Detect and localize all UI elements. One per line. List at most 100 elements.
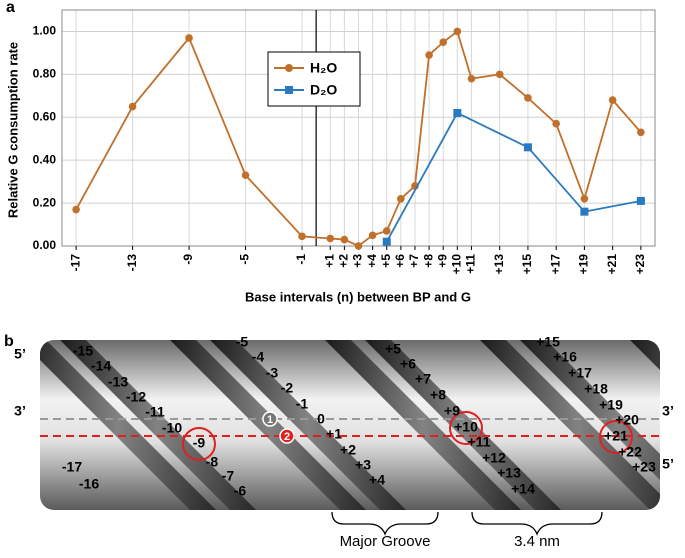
position-label: -1 (296, 396, 309, 412)
legend-label: D₂O (310, 82, 337, 98)
position-label: -12 (126, 389, 146, 405)
brace (471, 511, 603, 536)
point (467, 74, 476, 83)
strand-label: 5’ (14, 346, 26, 362)
x-tick-label: +17 (548, 254, 562, 275)
position-label: +22 (618, 444, 642, 460)
x-tick-label: -17 (68, 254, 82, 272)
position-label: -3 (266, 365, 279, 381)
position-label: +13 (497, 465, 521, 481)
point (552, 119, 560, 128)
position-label: +3 (355, 457, 371, 473)
groove-band (325, 340, 521, 510)
pitch-label: 3.4 nm (514, 533, 560, 550)
point (72, 205, 80, 214)
x-tick-label: +5 (379, 254, 393, 268)
point (453, 108, 462, 117)
position-label: +18 (584, 381, 608, 397)
x-tick-label: +1 (322, 254, 336, 268)
position-label: +9 (444, 403, 460, 419)
legend-marker (285, 86, 293, 94)
position-label: +11 (468, 434, 491, 450)
highlight-circle (182, 427, 216, 461)
point (397, 195, 405, 203)
position-label: -11 (145, 404, 165, 420)
y-axis-label: Relative G consumption rate (5, 42, 20, 218)
y-tick-label: 0.00 (33, 238, 57, 252)
point (636, 196, 645, 205)
point (580, 195, 589, 203)
highlight-circle (449, 411, 483, 445)
panel-label: b (4, 333, 14, 350)
position-label: -5 (236, 334, 249, 350)
x-axis-label: Base intervals (n) between BP and G (245, 289, 471, 304)
y-tick-label: 0.60 (33, 109, 57, 123)
position-label: 0 (317, 411, 325, 427)
position-label: -14 (91, 358, 111, 374)
brace (331, 511, 439, 536)
groove-band (365, 340, 561, 510)
point (326, 234, 335, 243)
strand-label: 3’ (662, 403, 674, 419)
point (580, 207, 589, 216)
point (608, 96, 617, 104)
point (453, 27, 462, 36)
point (368, 231, 377, 240)
x-tick-label: +21 (605, 254, 619, 275)
point (382, 227, 391, 235)
groove-band (40, 340, 216, 510)
position-label: +16 (553, 349, 577, 365)
position-label: -4 (252, 349, 265, 365)
x-tick-label: +13 (492, 254, 506, 275)
position-label: +8 (430, 387, 446, 403)
position-label: +4 (369, 472, 385, 488)
marker-circle (279, 428, 295, 444)
position-label: -9 (193, 435, 206, 451)
position-label: +19 (599, 397, 623, 413)
position-label: +1 (326, 426, 342, 442)
groove-band (480, 340, 660, 510)
marker-label: 1 (267, 414, 273, 426)
panel-a: a Relative G consumption rate Base inter… (5, 0, 656, 304)
x-tick-label: -1 (294, 254, 308, 265)
position-label: -10 (162, 420, 182, 436)
x-tick-label: -5 (238, 254, 252, 265)
x-tick-label: +4 (365, 254, 379, 268)
point (425, 51, 433, 59)
point (524, 94, 532, 102)
x-tick-label: +19 (577, 254, 591, 275)
position-label: +6 (400, 356, 416, 372)
groove-band (520, 340, 660, 510)
point (185, 34, 193, 42)
strand-label: 3’ (14, 403, 26, 419)
x-tick-label: +11 (464, 254, 478, 274)
marker-circle (262, 411, 278, 427)
position-label: +17 (568, 365, 592, 381)
point (354, 242, 363, 250)
point (495, 70, 504, 79)
x-tick-label: +23 (633, 254, 647, 275)
highlight-circle (599, 420, 633, 454)
groove-label: Major Groove (340, 533, 431, 550)
x-tick-label: -13 (125, 254, 139, 272)
groove-band (210, 340, 406, 510)
position-label: -16 (79, 476, 99, 492)
point (298, 232, 306, 241)
point (128, 102, 137, 111)
point (523, 143, 532, 152)
series-line (75, 29, 642, 248)
legend-label: H₂O (310, 60, 337, 76)
position-label: +2 (340, 442, 356, 458)
x-tick-label: +15 (520, 254, 534, 275)
x-tick-label: +10 (450, 254, 464, 275)
x-tick-label: +3 (351, 254, 365, 268)
point (439, 38, 448, 46)
x-tick-label: +2 (337, 254, 351, 268)
x-tick-label: +9 (435, 254, 449, 268)
groove-band (670, 340, 685, 510)
position-label: +5 (385, 341, 401, 357)
position-label: +12 (482, 450, 506, 466)
marker-label: 2 (284, 431, 290, 443)
position-label: +15 (536, 334, 560, 350)
